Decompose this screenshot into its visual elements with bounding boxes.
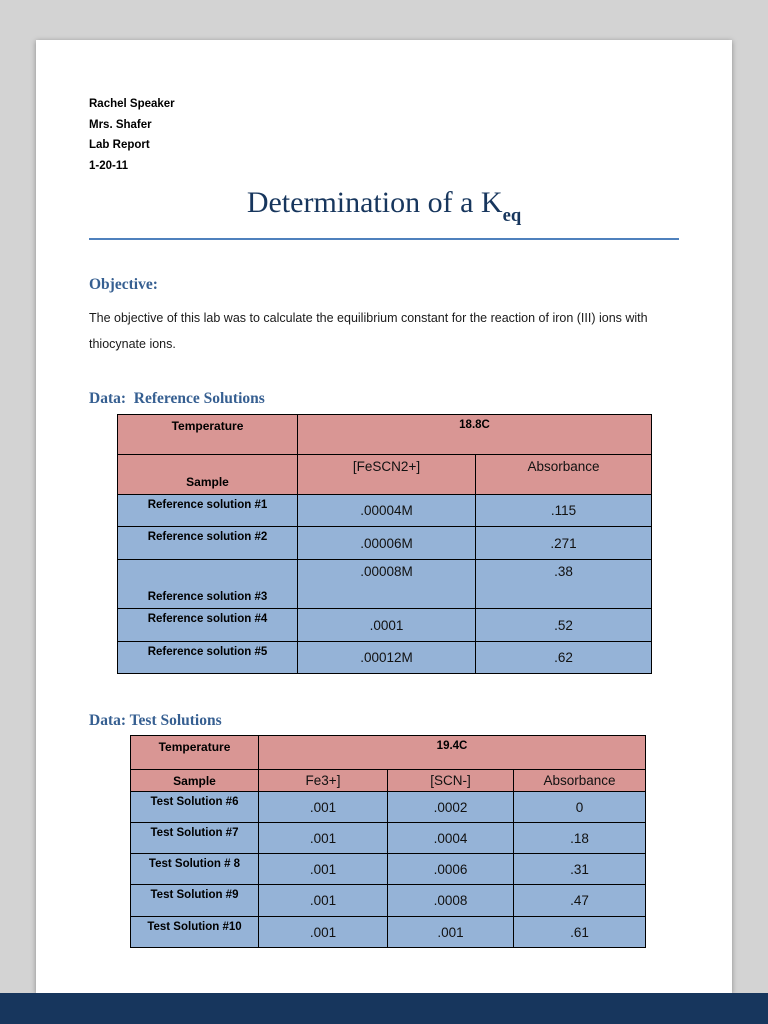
table-row: Temperature 19.4C xyxy=(130,735,647,770)
absorbance-cell: .115 xyxy=(475,494,652,527)
concentration-cell: .00004M xyxy=(297,494,476,527)
column-header-absorbance: Absorbance xyxy=(475,454,652,495)
concentration-cell: .0001 xyxy=(297,608,476,642)
absorbance-cell: .47 xyxy=(512,884,647,917)
fe-cell: .001 xyxy=(258,822,388,854)
fe-cell: .001 xyxy=(258,853,388,885)
fe-cell: .001 xyxy=(258,791,388,823)
sample-cell: Test Solution #9 xyxy=(130,884,259,917)
test-solutions-table: Temperature 19.4C Sample Fe3+] [SCN-] Ab… xyxy=(130,735,647,948)
concentration-cell: .00012M xyxy=(297,641,476,674)
absorbance-cell: .31 xyxy=(512,853,647,885)
table-row: Reference solution #5 .00012M .62 xyxy=(117,641,652,674)
author-name: Rachel Speaker xyxy=(89,98,175,110)
table-row: Reference solution #4 .0001 .52 xyxy=(117,608,652,642)
table-row: Reference solution #2 .00006M .271 xyxy=(117,526,652,560)
doc-type: Lab Report xyxy=(89,139,150,151)
table-row: Reference solution #1 .00004M .115 xyxy=(117,494,652,527)
fe-cell: .001 xyxy=(258,916,388,948)
report-date: 1-20-11 xyxy=(89,159,129,172)
document-title: Determination of a Keq xyxy=(89,186,679,231)
temperature-value: 19.4C xyxy=(257,735,647,770)
scn-cell: .0006 xyxy=(387,853,514,885)
concentration-cell: .00008M xyxy=(297,559,476,609)
absorbance-cell: .38 xyxy=(475,559,652,609)
sample-cell: Reference solution #4 xyxy=(117,608,298,642)
byline-block: Rachel Speaker Mrs. Shafer Lab Report 1-… xyxy=(89,94,679,176)
absorbance-cell: .271 xyxy=(475,526,652,560)
table-row: Test Solution #6 .001 .0002 0 xyxy=(130,791,647,823)
temperature-label: Temperature xyxy=(117,414,298,455)
objective-paragraph: The objective of this lab was to calcula… xyxy=(89,311,648,351)
document-page: Rachel Speaker Mrs. Shafer Lab Report 1-… xyxy=(36,40,732,993)
absorbance-cell: 0 xyxy=(512,791,647,823)
absorbance-cell: .18 xyxy=(512,822,647,854)
column-header-fescn: [FeSCN2+] xyxy=(297,454,476,495)
table-header-row: Sample [FeSCN2+] Absorbance xyxy=(117,454,652,495)
sample-cell: Reference solution #1 xyxy=(117,494,298,527)
sample-cell: Test Solution #7 xyxy=(130,822,259,854)
objective-heading: Objective: xyxy=(89,276,158,293)
absorbance-cell: .61 xyxy=(512,916,647,948)
sample-cell: Test Solution #6 xyxy=(130,791,259,823)
viewer-footer-bar xyxy=(0,993,768,1024)
scn-cell: .0002 xyxy=(387,791,514,823)
column-header-scn: [SCN-] xyxy=(387,769,514,792)
test-data-heading: Data: Test Solutions xyxy=(89,712,222,729)
absorbance-cell: .62 xyxy=(475,641,652,674)
sample-cell: Reference solution #5 xyxy=(117,641,298,674)
sample-cell: Test Solution #10 xyxy=(130,916,259,948)
temperature-value: 18.8C xyxy=(297,414,652,455)
reference-data-heading: Data: Reference Solutions xyxy=(89,390,265,407)
table-row: Test Solution # 8 .001 .0006 .31 xyxy=(130,853,647,885)
sample-cell: Reference solution #3 xyxy=(117,559,298,609)
table-header-row: Sample Fe3+] [SCN-] Absorbance xyxy=(130,769,647,792)
scn-cell: .001 xyxy=(387,916,514,948)
column-header-fe: Fe3+] xyxy=(258,769,388,792)
scn-cell: .0008 xyxy=(387,884,514,917)
absorbance-cell: .52 xyxy=(475,608,652,642)
table-row: Temperature 18.8C xyxy=(117,414,652,455)
fe-cell: .001 xyxy=(258,884,388,917)
document-title-text: Determination of a K xyxy=(246,186,503,219)
reference-solutions-table: Temperature 18.8C Sample [FeSCN2+] Absor… xyxy=(117,414,652,674)
sample-cell: Test Solution # 8 xyxy=(130,853,259,885)
column-header-sample: Sample xyxy=(130,769,259,792)
table-row: Test Solution #9 .001 .0008 .47 xyxy=(130,884,647,917)
title-subscript: eq xyxy=(502,205,522,227)
scn-cell: .0004 xyxy=(387,822,514,854)
sample-cell: Reference solution #2 xyxy=(117,526,298,560)
table-row: Reference solution #3 .00008M .38 xyxy=(117,559,652,609)
concentration-cell: .00006M xyxy=(297,526,476,560)
table-row: Test Solution #7 .001 .0004 .18 xyxy=(130,822,647,854)
table-row: Test Solution #10 .001 .001 .61 xyxy=(130,916,647,948)
temperature-label: Temperature xyxy=(130,735,259,770)
teacher-name: Mrs. Shafer xyxy=(89,118,152,131)
column-header-absorbance: Absorbance xyxy=(512,769,647,792)
title-divider xyxy=(89,238,679,240)
column-header-sample: Sample xyxy=(117,454,298,495)
